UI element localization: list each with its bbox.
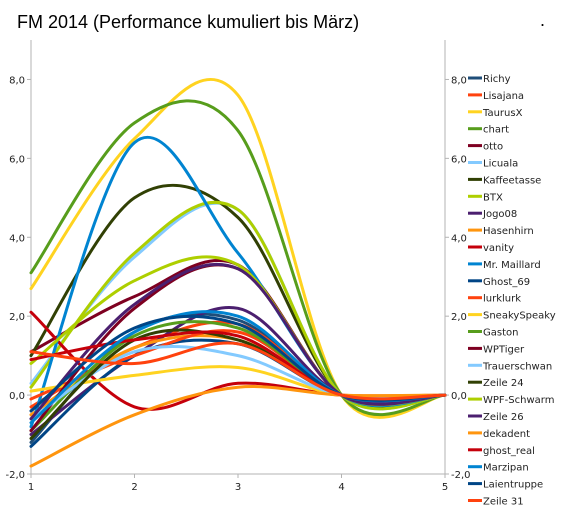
legend-label-kaffeetasse: Kaffeetasse [483,175,541,186]
title-mark: . [540,10,545,30]
legend-label-zeile-24: Zeile 24 [483,378,524,389]
series-layer [29,78,447,468]
legend-label-ghost-69: Ghost_69 [483,277,530,288]
series-line-dekadent [29,385,447,468]
series-line-taurusx [29,78,447,419]
series-line-zeile-31 [29,341,447,401]
legend: Richy Lisajana TaurusX chart otto Licuala Kaff… [468,74,556,508]
legend-label-chart: chart [483,125,509,136]
x-tick-label: 3 [235,482,241,493]
legend-label-licuala: Licuala [483,159,518,170]
legend-label-laientruppe: Laientruppe [483,480,543,491]
legend-label-sneakyspeaky: SneakySpeaky [483,311,556,322]
x-tick-label: 5 [442,482,448,493]
x-tick-label: 2 [131,482,137,493]
y-tick-label: 8,0 [9,75,25,86]
y-tick-label: -2,0 [5,470,25,481]
secondary-y-tick-label: 6,0 [451,154,467,165]
secondary-y-tick-label: 4,0 [451,233,467,244]
x-tick-label: 4 [338,482,344,493]
chart-title: FM 2014 (Performance kumuliert bis März) [17,12,359,32]
y-tick-label: 0,0 [9,391,25,402]
secondary-y-tick-label: 8,0 [451,75,467,86]
axes: -2,0 -2,0 0,0 0,0 2,0 2,0 4,0 4,0 6,0 6,0 8,0 8,0 1 2… [5,40,471,493]
y-tick-label: 2,0 [9,312,25,323]
legend-label-zeile-31: Zeile 31 [483,497,524,508]
legend-label-taurusx: TaurusX [482,108,523,119]
series-line-zeile-26 [29,262,447,421]
legend-label-marzipan: Marzipan [483,463,529,474]
secondary-y-tick-label: 2,0 [451,312,467,323]
legend-label-gaston: Gaston [483,328,518,339]
legend-label-hasenhirn: Hasenhirn [483,226,534,237]
secondary-y-tick-label: 0,0 [451,391,467,402]
legend-label-vanity: vanity [483,243,514,254]
legend-label-lurklurk: lurklurk [483,294,521,305]
legend-label-wptiger: WPTiger [483,344,525,355]
legend-label-wpf-schwarm: WPF-Schwarm [483,395,554,406]
legend-label-mr-maillard: Mr. Maillard [483,260,541,271]
legend-label-zeile-26: Zeile 26 [483,412,524,423]
legend-label-trauerschwan: Trauerschwan [482,361,552,372]
secondary-y-tick-label: -2,0 [451,470,471,481]
x-tick-label: 1 [28,482,34,493]
legend-label-btx: BTX [483,192,503,203]
y-tick-label: 4,0 [9,233,25,244]
series-line-btx [29,200,447,411]
legend-label-otto: otto [483,142,503,153]
y-tick-label: 6,0 [9,154,25,165]
legend-label-lisajana: Lisajana [483,91,524,102]
legend-label-richy: Richy [483,74,511,85]
series-line-chart [29,99,447,417]
legend-label-ghost-real: ghost_real [483,446,535,457]
legend-label-dekadent: dekadent [483,429,530,440]
legend-label-jogo08: Jogo08 [482,209,517,220]
